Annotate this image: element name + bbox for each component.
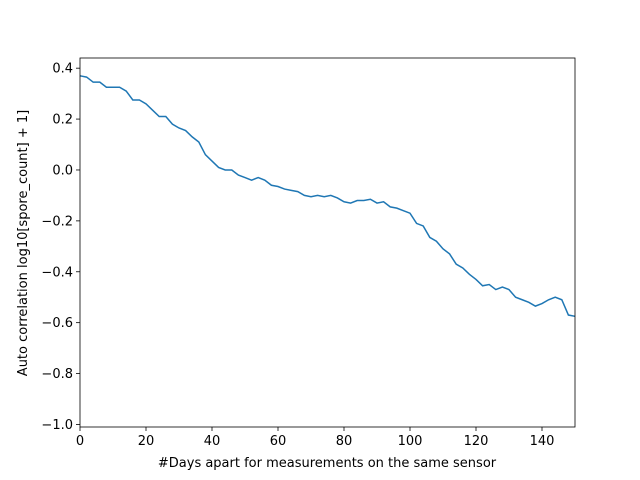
x-tick-label: 100 [398, 434, 423, 449]
x-tick-label: 60 [270, 434, 287, 449]
y-tick-label: −0.2 [41, 214, 73, 229]
y-tick-label: 0.2 [52, 113, 73, 128]
y-tick-label: −0.4 [41, 265, 73, 280]
y-tick-label: −1.0 [41, 418, 73, 433]
plot-frame [79, 57, 576, 428]
x-axis-label: #Days apart for measurements on the same… [158, 456, 497, 471]
x-tick-label: 20 [138, 434, 155, 449]
x-tick-label: 0 [76, 434, 84, 449]
y-axis-label: Auto correlation log10[spore_count] + 1] [16, 110, 31, 376]
x-tick-label: 40 [204, 434, 221, 449]
y-tick-label: −0.6 [41, 316, 73, 331]
line [79, 75, 576, 318]
x-tick-label: 120 [464, 434, 489, 449]
x-tick-label: 80 [336, 434, 353, 449]
y-tick-label: −0.8 [41, 367, 73, 382]
x-tick-label: 140 [530, 434, 555, 449]
y-tick-label: 0.0 [52, 163, 73, 178]
y-tick-label: 0.4 [52, 62, 73, 77]
